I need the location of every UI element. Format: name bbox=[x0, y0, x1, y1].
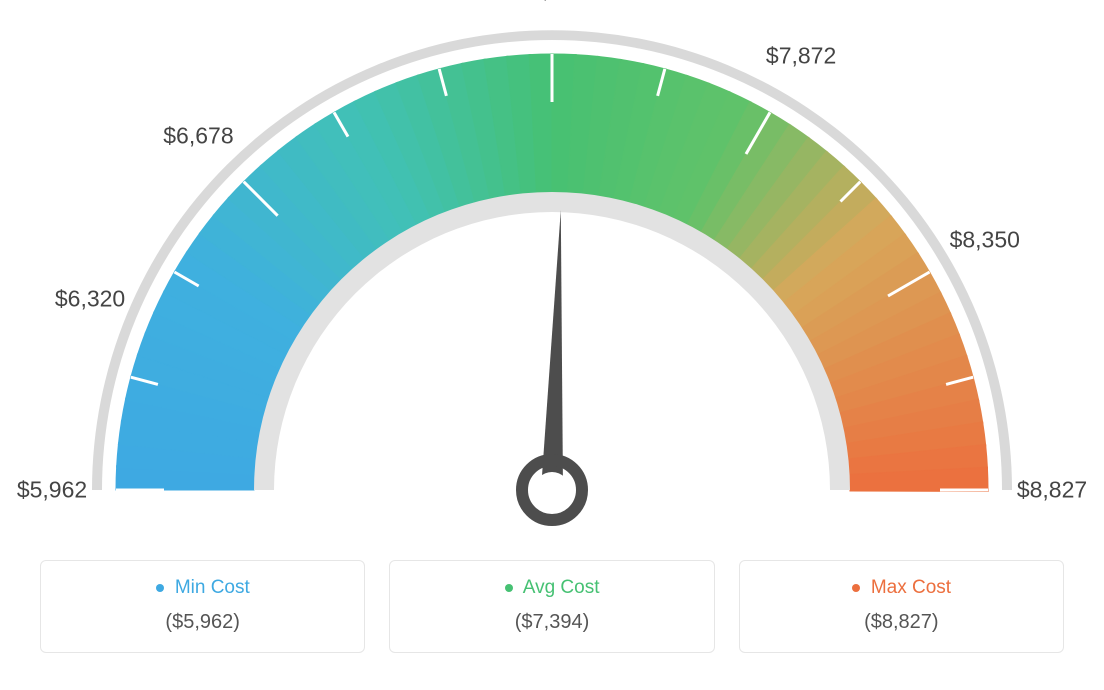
gauge-tick-label: $7,394 bbox=[517, 0, 587, 4]
chart-container: $5,962 $6,320 $6,678 $7,394 $7,872 $8,350 $8,8… bbox=[0, 0, 1104, 690]
legend-title-max: Max Cost bbox=[740, 577, 1063, 599]
gauge-tick-label: $6,320 bbox=[55, 285, 125, 312]
gauge-tick-label: $8,350 bbox=[950, 226, 1020, 253]
legend-title-text: Max Cost bbox=[871, 577, 951, 598]
gauge-tick-label: $6,678 bbox=[163, 123, 233, 150]
legend-value-avg: ($7,394) bbox=[390, 611, 713, 634]
bullet-icon bbox=[852, 584, 860, 592]
legend-value-max: ($8,827) bbox=[740, 611, 1063, 634]
gauge-tick-label: $5,962 bbox=[17, 477, 87, 504]
gauge-svg bbox=[0, 0, 1104, 560]
legend-card-min: Min Cost ($5,962) bbox=[40, 560, 365, 653]
legend-title-text: Avg Cost bbox=[523, 577, 600, 598]
legend-value-min: ($5,962) bbox=[41, 611, 364, 634]
legend-title-min: Min Cost bbox=[41, 577, 364, 599]
gauge-area: $5,962 $6,320 $6,678 $7,394 $7,872 $8,350 $8,8… bbox=[0, 0, 1104, 560]
legend-row: Min Cost ($5,962) Avg Cost ($7,394) Max … bbox=[0, 560, 1104, 653]
legend-title-avg: Avg Cost bbox=[390, 577, 713, 599]
legend-card-max: Max Cost ($8,827) bbox=[739, 560, 1064, 653]
legend-card-avg: Avg Cost ($7,394) bbox=[389, 560, 714, 653]
gauge-tick-label: $7,872 bbox=[766, 43, 836, 70]
legend-title-text: Min Cost bbox=[175, 577, 250, 598]
bullet-icon bbox=[505, 584, 513, 592]
gauge-tick-label: $8,827 bbox=[1017, 477, 1087, 504]
bullet-icon bbox=[156, 584, 164, 592]
